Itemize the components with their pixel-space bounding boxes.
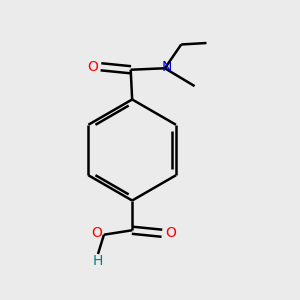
Text: H: H xyxy=(93,254,103,268)
Text: O: O xyxy=(91,226,102,240)
Text: O: O xyxy=(87,60,98,74)
Text: O: O xyxy=(165,226,176,240)
Text: N: N xyxy=(161,60,172,74)
